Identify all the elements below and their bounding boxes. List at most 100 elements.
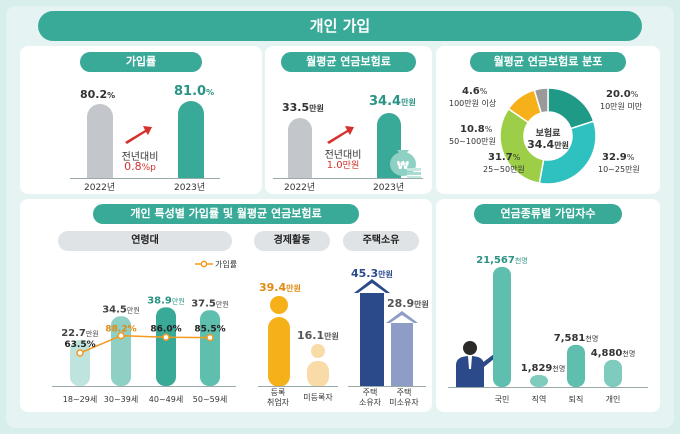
type-label-3: 개인	[606, 394, 621, 404]
economic-0-value: 39.4만원	[259, 281, 301, 294]
rate-point-2	[162, 333, 170, 341]
age-premium-unit-3: 만원	[216, 299, 229, 308]
house-owner-icon	[354, 279, 390, 387]
age-premium-label-1: 34.5만원	[102, 304, 140, 315]
premium-2022-label: 2022년	[284, 183, 316, 193]
economic-0-label-2: 취업자	[266, 398, 290, 407]
donut-center-label: 보험료	[535, 129, 561, 139]
avg-premium-panel: 월평균 연금보험료 33.5만원 34.4만원 ₩ 전년대비 1.0만원 202…	[265, 46, 432, 194]
age-section-title: 연령대	[58, 231, 232, 251]
rate-2022-bar	[87, 104, 113, 178]
premium-2023-label: 2023년	[373, 183, 405, 193]
type-value-3: 4,880천명	[591, 348, 636, 359]
age-bar-2	[156, 307, 176, 386]
dist-range-1: 10~25만원	[598, 165, 640, 174]
type-value-1: 1,829천명	[521, 363, 566, 374]
subscription-rate-panel: 가입률 80.2% 81.0% 전년대비 0.8%p 2022년 2023년	[20, 46, 262, 194]
type-unit-3: 천명	[622, 349, 635, 358]
type-unit-0: 천명	[515, 256, 528, 265]
age-category-label-0: 18~29세	[63, 395, 97, 404]
age-category-label-3: 50~59세	[193, 395, 227, 404]
type-axis	[448, 387, 648, 388]
age-bar-3	[200, 310, 220, 386]
rate-label-0: 63.5%	[64, 340, 95, 350]
housing-1-value: 28.9만원	[387, 297, 429, 310]
by-characteristic-panel: 개인 특성별 가입률 및 월평균 연금보험료 연령대 경제활동 주택소유 가입률…	[20, 199, 432, 412]
money-bag-symbol: ₩	[397, 159, 409, 172]
type-bar-1	[530, 375, 548, 387]
house-nonowner-icon	[386, 311, 418, 387]
money-bag-icon: ₩	[390, 150, 421, 178]
avg-premium-title: 월평균 연금보험료	[281, 52, 416, 72]
rate-2023-label: 2023년	[174, 183, 206, 193]
donut-slice-1	[538, 120, 597, 185]
housing-0-label-2: 소유자	[358, 398, 382, 407]
age-category-label-1: 30~39세	[104, 395, 138, 404]
premium-2022-value: 33.5만원	[282, 101, 324, 114]
dist-range-0: 10만원 미만	[600, 102, 643, 111]
type-label-2: 퇴직	[569, 394, 584, 404]
age-premium-unit-1: 만원	[127, 305, 140, 314]
rate-change-label: 전년대비	[121, 152, 159, 163]
age-premium-label-2: 38.9만원	[147, 295, 185, 306]
premium-change-value: 1.0만원	[326, 160, 360, 171]
type-bar-2	[567, 344, 585, 387]
premium-axis	[273, 178, 423, 179]
type-bar-0	[493, 267, 511, 387]
type-label-0: 국민	[495, 394, 510, 404]
economic-1-value: 16.1만원	[297, 329, 339, 342]
premium-2022-bar	[288, 118, 312, 178]
age-premium-label-0: 22.7만원	[61, 328, 99, 339]
dist-label-0: 20.0%	[606, 89, 639, 100]
age-chart: 22.7만원 18~29세 34.5만원 30~39세 38.9만원 40~49세 37.5…	[61, 295, 229, 404]
rate-label-1: 88.2%	[105, 325, 136, 335]
age-premium-label-3: 37.5만원	[191, 298, 229, 309]
economic-section-title: 경제활동	[254, 231, 330, 251]
premium-dist-panel: 월평균 연금보험료 분포 보험료 34.4만원 20.0% 10만원 미만 32…	[436, 46, 660, 194]
rate-2022-value: 80.2%	[80, 88, 116, 101]
housing-0-value: 45.3만원	[351, 267, 393, 280]
by-type-title: 연금종류별 가입자수	[474, 204, 622, 224]
dist-range-4: 100만원 이상	[449, 99, 497, 108]
rate-2023-bar	[178, 101, 204, 178]
premium-change-label: 전년대비	[324, 150, 362, 161]
housing-axis	[348, 386, 426, 387]
housing-1-label-1: 주택	[396, 388, 412, 397]
type-unit-2: 천명	[585, 334, 598, 343]
rate-label-3: 85.5%	[194, 325, 225, 335]
type-bar-3	[604, 359, 622, 387]
dist-label-1: 32.9%	[602, 152, 635, 163]
unregistered-person-icon	[307, 344, 329, 387]
housing-section-title: 주택소유	[343, 231, 419, 251]
dist-label-2: 31.7%	[488, 152, 521, 163]
rate-line	[79, 334, 211, 354]
rate-change-value: 0.8%p	[124, 160, 156, 173]
dist-label-3: 10.8%	[460, 124, 493, 135]
premium-dist-title: 월평균 연금보험료 분포	[470, 52, 626, 72]
up-arrow-icon	[125, 126, 152, 144]
age-category-label-2: 40~49세	[149, 395, 183, 404]
rate-axis	[70, 178, 220, 179]
age-premium-unit-0: 만원	[86, 329, 99, 338]
rate-2022-label: 2022년	[84, 183, 116, 193]
rate-legend-icon	[195, 260, 213, 268]
economic-axis	[258, 386, 338, 387]
type-value-0: 21,567천명	[476, 255, 527, 266]
donut-center-value: 34.4만원	[527, 138, 569, 151]
rate-point-0	[76, 349, 84, 357]
age-premium-unit-2: 만원	[172, 296, 185, 305]
rate-2023-value: 81.0%	[174, 84, 215, 99]
type-label-1: 직역	[532, 394, 547, 404]
page-title: 개인 가입	[38, 11, 642, 41]
dist-range-3: 50~100만원	[449, 137, 496, 146]
economic-1-label-1: 미등록자	[303, 393, 333, 402]
rate-point-1	[117, 331, 125, 340]
donut-slice-2	[499, 107, 545, 185]
up-arrow-icon-2	[327, 126, 354, 144]
type-value-2: 7,581천명	[554, 333, 599, 344]
by-characteristic-title: 개인 특성별 가입률 및 월평균 연금보험료	[93, 204, 359, 224]
premium-donut-chart	[499, 87, 597, 185]
employed-person-icon	[268, 296, 290, 387]
